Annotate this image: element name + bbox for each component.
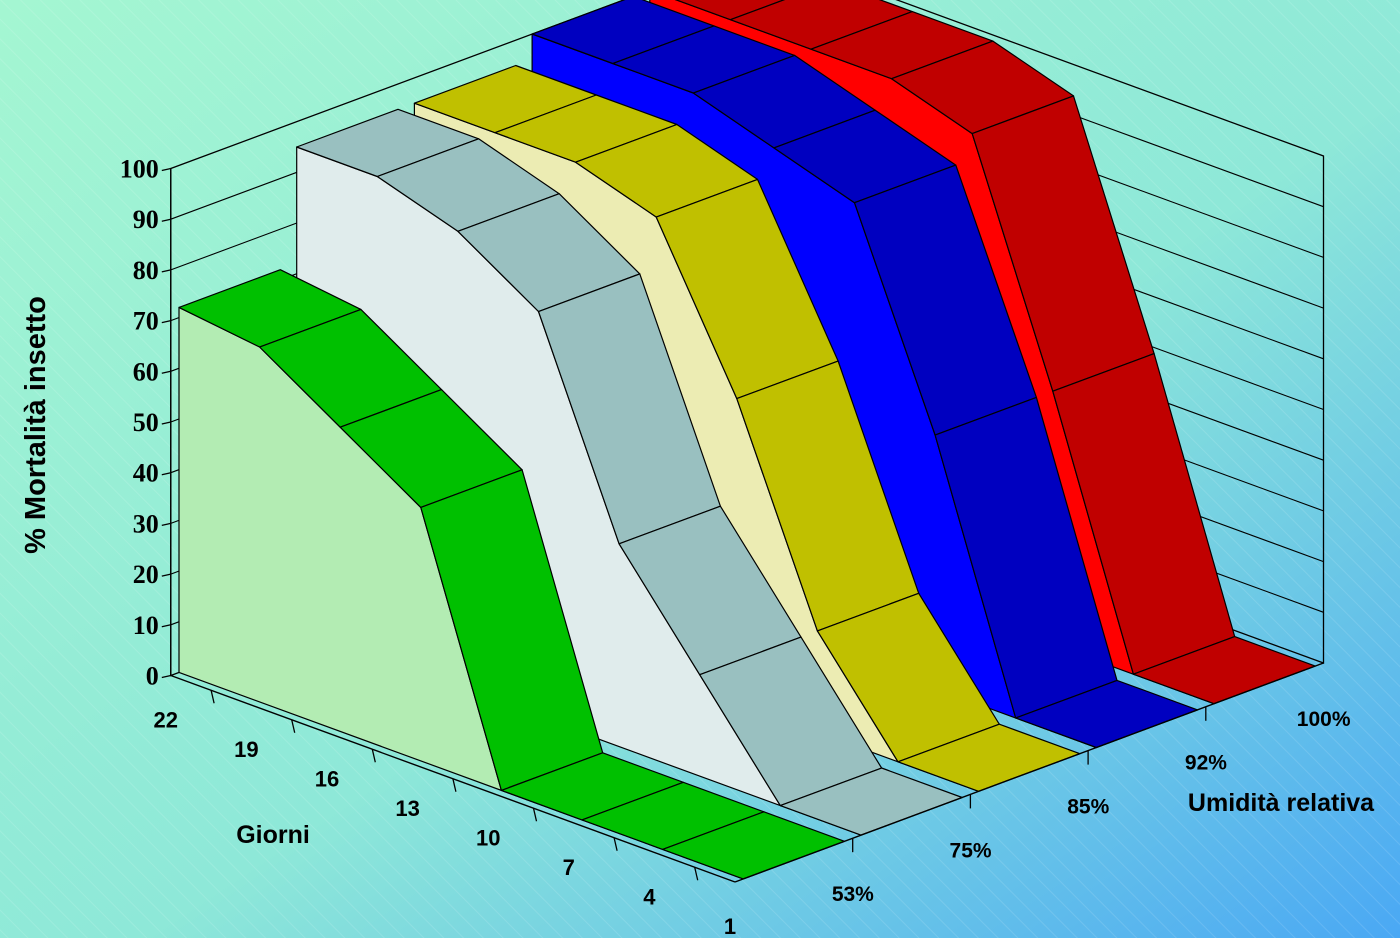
y-tick-mark <box>161 218 171 222</box>
z-tick-label: 100% <box>1297 708 1351 731</box>
z-axis-title: Umidità relativa <box>1188 789 1375 817</box>
x-tick-mark <box>694 867 699 881</box>
x-tick-mark <box>291 719 296 733</box>
x-tick-label: 16 <box>315 767 339 792</box>
z-tick-label: 85% <box>1067 796 1109 819</box>
z-tick-label: 92% <box>1185 752 1227 775</box>
y-tick-label: 90 <box>133 205 159 234</box>
x-tick-mark <box>452 778 457 792</box>
z-tick-label: 53% <box>832 883 874 906</box>
data-segment <box>674 0 786 21</box>
y-tick-label: 50 <box>133 408 159 437</box>
chart-ribbons <box>178 0 1316 880</box>
x-tick-mark <box>532 808 538 822</box>
y-tick-label: 60 <box>133 357 159 386</box>
y-tick-mark <box>161 269 171 273</box>
x-tick-label: 4 <box>643 885 656 910</box>
x-tick-mark <box>613 837 618 851</box>
x-axis-ticks: 1 4 7 10 13 16 19 22 <box>154 674 736 938</box>
y-tick-mark <box>161 624 171 628</box>
y-tick-label: 70 <box>133 307 159 336</box>
y-tick-mark <box>161 370 171 374</box>
y-tick-mark <box>161 421 171 425</box>
x-tick-mark <box>371 749 376 763</box>
x-tick-label: 19 <box>234 737 258 762</box>
y-tick-label: 20 <box>133 560 159 589</box>
y-tick-mark <box>161 472 171 476</box>
z-axis-line <box>734 662 1324 883</box>
z-tick-label: 75% <box>950 839 992 862</box>
y-axis-ticks: 0 10 20 30 40 50 60 70 80 90 100 <box>120 155 172 691</box>
y-tick-mark <box>161 573 171 577</box>
y-axis-title: % Mortalità insetto <box>20 296 52 554</box>
y-tick-mark <box>161 167 171 172</box>
x-tick-label: 22 <box>154 708 178 733</box>
y-tick-label: 40 <box>133 459 159 488</box>
x-axis-title: Giorni <box>236 821 310 849</box>
y-tick-label: 100 <box>120 155 159 184</box>
y-tick-mark <box>161 522 171 527</box>
ribbon-series <box>178 269 846 880</box>
z-axis-ticks: 53% 75% 85% 92% 100% <box>734 662 1351 906</box>
y-tick-label: 10 <box>133 611 159 640</box>
y-tick-label: 30 <box>133 509 159 538</box>
x-tick-label: 10 <box>476 826 500 851</box>
y-tick-mark <box>161 319 171 324</box>
x-tick-mark <box>210 690 215 704</box>
x-tick-label: 1 <box>724 914 736 938</box>
x-tick-label: 13 <box>395 796 419 821</box>
y-tick-mark <box>161 674 171 679</box>
x-tick-label: 7 <box>563 855 575 880</box>
y-tick-label: 0 <box>146 662 159 691</box>
y-tick-label: 80 <box>133 256 159 285</box>
